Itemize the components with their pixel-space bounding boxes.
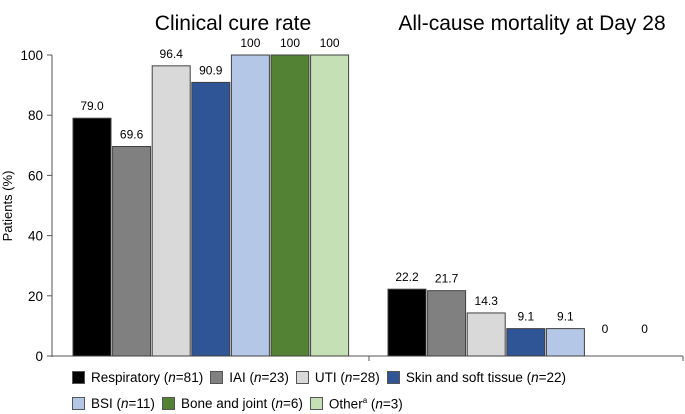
legend-swatch xyxy=(161,397,175,411)
bar-other xyxy=(310,54,350,357)
legend-item: Othera (n=3) xyxy=(309,396,403,412)
bar-uti xyxy=(466,312,506,357)
data-label: 100 xyxy=(320,36,340,50)
legend-item: UTI (n=28) xyxy=(295,370,380,385)
legend-label: IAI (n=23) xyxy=(229,370,289,385)
y-tick-label: 20 xyxy=(28,289,43,304)
data-label: 96.4 xyxy=(160,47,184,61)
bar-skin-and-soft-tissue xyxy=(191,81,231,357)
data-label: 14.3 xyxy=(475,294,499,308)
legend-label: Skin and soft tissue (n=22) xyxy=(405,370,567,385)
bar-respiratory xyxy=(72,117,112,357)
data-label: 69.6 xyxy=(120,128,144,142)
data-label: 22.2 xyxy=(395,270,419,284)
bar-iai xyxy=(112,146,152,357)
data-label: 100 xyxy=(280,36,300,50)
bar-bone-and-joint xyxy=(270,54,310,357)
bar-skin-and-soft-tissue xyxy=(506,328,546,357)
data-label: 100 xyxy=(240,36,260,50)
legend-swatch xyxy=(72,371,85,384)
title-right: All-cause mortality at Day 28 xyxy=(398,12,665,35)
bar-iai xyxy=(427,290,467,357)
legend-label: Othera (n=3) xyxy=(328,396,403,412)
legend-label: BSI (n=11) xyxy=(91,396,155,412)
legend-label: Respiratory (n=81) xyxy=(91,370,204,385)
legend-item: Skin and soft tissue (n=22) xyxy=(386,370,567,385)
y-tick-label: 0 xyxy=(35,349,43,364)
bar-bsi xyxy=(545,328,585,357)
legend-row-1: Respiratory (n=81) IAI (n=23) UTI (n=28) Sk… xyxy=(72,370,573,385)
legend-item: Respiratory (n=81) xyxy=(72,370,203,385)
legend-swatch xyxy=(386,371,400,384)
data-label: 79.0 xyxy=(80,99,104,113)
bar-bsi xyxy=(230,54,270,357)
legend-item: BSI (n=11) xyxy=(72,396,155,411)
data-label: 9.1 xyxy=(517,310,534,324)
legend-label: Bone and joint (n=6) xyxy=(180,396,303,412)
y-tick-label: 100 xyxy=(20,48,43,63)
bar-respiratory xyxy=(387,288,427,357)
legend-swatch xyxy=(72,397,85,411)
data-label: 9.1 xyxy=(557,310,574,324)
y-tick-label: 80 xyxy=(28,108,43,123)
data-label: 0 xyxy=(602,322,609,336)
bar-uti xyxy=(151,65,191,357)
data-label: 21.7 xyxy=(435,272,459,286)
legend-swatch xyxy=(210,371,224,384)
data-label: 0 xyxy=(641,322,648,336)
legend-swatch xyxy=(309,397,323,411)
y-axis-label: Patients (%) xyxy=(0,171,15,242)
legend-swatch xyxy=(295,371,309,384)
legend-label: UTI (n=28) xyxy=(314,370,380,385)
legend-item: Bone and joint (n=6) xyxy=(161,396,303,412)
data-label: 90.9 xyxy=(199,63,223,77)
legend-item: IAI (n=23) xyxy=(210,370,289,385)
y-tick-label: 60 xyxy=(28,168,43,183)
y-tick-label: 40 xyxy=(28,229,43,244)
title-left: Clinical cure rate xyxy=(155,12,311,35)
legend-row-2: BSI (n=11) Bone and joint (n=6) Othera (n=… xyxy=(72,396,410,412)
